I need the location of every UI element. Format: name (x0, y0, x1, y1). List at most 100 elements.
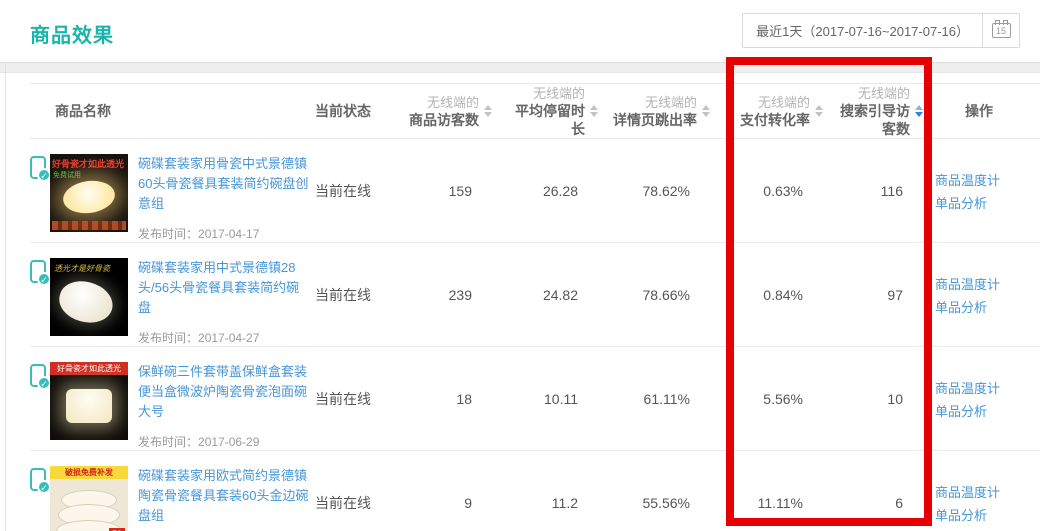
publish-time: 发布时间：2017-06-29 (138, 435, 260, 449)
product-thumbnail[interactable]: 透光才是好骨瓷 (50, 258, 128, 336)
mobile-online-icon: ✓ (30, 364, 51, 390)
action-single-item-analysis[interactable]: 单品分析 (935, 403, 988, 419)
mobile-online-icon: ✓ (30, 468, 51, 494)
thumbnail-caption: 透光才是好骨瓷 (54, 264, 110, 273)
column-header-product: 商品名称 (55, 103, 111, 119)
page-header: 商品效果 最近1天（2017-07-16~2017-07-16） 15 (0, 0, 1040, 62)
thumbnail-product-glow (66, 388, 112, 423)
product-thumbnail[interactable]: 破损免费补发 50 (50, 466, 128, 531)
sort-arrows-icon[interactable] (915, 105, 923, 117)
metric-search-visitors: 10 (887, 390, 903, 407)
column-header-metric: 无线端的 平均停留时长 (504, 84, 610, 139)
check-badge-icon: ✓ (37, 272, 51, 286)
calendar-icon: 15 (991, 20, 1011, 38)
sort-down-icon[interactable] (815, 112, 823, 117)
publish-time: 发布时间：2017-04-27 (138, 331, 260, 345)
sort-down-icon[interactable] (915, 112, 923, 117)
metric-avg-stay: 11.2 (551, 494, 578, 511)
thumbnail-caption: 破损免费补发 (50, 466, 128, 479)
metric-search-visitors: 6 (895, 494, 903, 511)
page-title: 商品效果 (30, 25, 114, 47)
actions-cell: 商品温度计 单品分析 (935, 451, 1040, 531)
action-product-thermometer[interactable]: 商品温度计 (935, 276, 1001, 292)
sort-up-icon[interactable] (590, 105, 598, 110)
status-value: 当前在线 (315, 390, 371, 407)
sort-down-icon[interactable] (702, 112, 710, 117)
table-row: ✓ 好骨瓷才如此透光 保鲜碗三件套带盖保鲜盒套装便当盒微波炉陶瓷骨瓷泡面碗大号 … (30, 347, 1040, 451)
actions-cell: 商品温度计 单品分析 (935, 243, 1040, 347)
metric-search-visitors: 116 (880, 182, 903, 199)
date-range-label[interactable]: 最近1天（2017-07-16~2017-07-16） (756, 24, 969, 39)
column-header-status: 当前状态 (315, 103, 371, 119)
table-row: ✓ 破损免费补发 50 碗碟套装家用欧式简约景德镇陶瓷骨瓷餐具套装60头金边碗盘… (30, 451, 1040, 531)
thumbnail-caption: 好骨瓷才如此透光 (52, 159, 125, 169)
product-title-link[interactable]: 碗碟套装家用中式景德镇28头/56头骨瓷餐具套装简约碗盘 (138, 260, 300, 315)
sort-arrows-icon[interactable] (815, 105, 823, 117)
metric-bounce-rate: 78.66% (642, 286, 690, 303)
check-badge-icon: ✓ (37, 168, 51, 182)
thumbnail-subcaption: 免费试用 (53, 172, 81, 179)
table-row: ✓ 透光才是好骨瓷 碗碟套装家用中式景德镇28头/56头骨瓷餐具套装简约碗盘 发… (30, 243, 1040, 347)
status-value: 当前在线 (315, 286, 371, 303)
metric-bounce-rate: 78.62% (642, 182, 690, 199)
metric-pay-conversion: 0.63% (763, 182, 803, 199)
column-header-actions: 操作 (965, 103, 993, 119)
mobile-online-icon: ✓ (30, 260, 51, 286)
product-performance-table: 商品名称 当前状态 无线端的 商品访客数 无线端的 平均停留时长 (30, 83, 1040, 531)
mobile-online-icon: ✓ (30, 156, 51, 182)
sort-down-icon[interactable] (484, 112, 492, 117)
metric-pay-conversion: 0.84% (763, 286, 803, 303)
check-badge-icon: ✓ (37, 376, 51, 390)
action-single-item-analysis[interactable]: 单品分析 (935, 195, 988, 211)
metric-bounce-rate: 55.56% (642, 494, 690, 511)
metric-visitors: 9 (464, 494, 472, 511)
metric-search-visitors: 97 (887, 286, 903, 303)
table-header-row: 商品名称 当前状态 无线端的 商品访客数 无线端的 平均停留时长 (30, 83, 1040, 139)
thumbnail-product-glow (61, 177, 117, 217)
thumbnail-price-badge: 50 (108, 528, 125, 531)
action-single-item-analysis[interactable]: 单品分析 (935, 299, 988, 315)
product-title-link[interactable]: 碗碟套装家用欧式简约景德镇陶瓷骨瓷餐具套装60头金边碗盘组 (138, 468, 309, 523)
metric-pay-conversion: 11.11% (757, 494, 803, 511)
metric-visitors: 18 (456, 390, 472, 407)
column-header-metric: 无线端的 商品访客数 (390, 84, 504, 139)
status-value: 当前在线 (315, 494, 371, 511)
sort-arrows-icon[interactable] (702, 105, 710, 117)
metric-avg-stay: 10.11 (544, 390, 578, 407)
column-header-metric: 无线端的 支付转化率 (722, 84, 835, 139)
actions-cell: 商品温度计 单品分析 (935, 139, 1040, 243)
sort-up-icon[interactable] (815, 105, 823, 110)
actions-cell: 商品温度计 单品分析 (935, 347, 1040, 451)
product-title-link[interactable]: 保鲜碗三件套带盖保鲜盒套装便当盒微波炉陶瓷骨瓷泡面碗大号 (138, 364, 308, 419)
sort-arrows-icon[interactable] (590, 105, 598, 117)
sort-up-icon[interactable] (702, 105, 710, 110)
action-product-thermometer[interactable]: 商品温度计 (935, 484, 1001, 500)
metric-bounce-rate: 61.11% (643, 390, 690, 407)
left-edge-divider (5, 0, 6, 531)
check-badge-icon: ✓ (37, 480, 51, 494)
action-single-item-analysis[interactable]: 单品分析 (935, 507, 988, 523)
sort-up-icon[interactable] (484, 105, 492, 110)
status-value: 当前在线 (315, 182, 371, 199)
metric-visitors: 239 (448, 286, 472, 303)
product-title-link[interactable]: 碗碟套装家用骨瓷中式景德镇60头骨瓷餐具套装简约碗盘创意组 (138, 156, 309, 211)
product-thumbnail[interactable]: 好骨瓷才如此透光 (50, 362, 128, 440)
action-product-thermometer[interactable]: 商品温度计 (935, 380, 1001, 396)
table-row: ✓ 好骨瓷才如此透光 免费试用 碗碟套装家用骨瓷中式景德镇60头骨瓷餐具套装简约… (30, 139, 1040, 243)
column-header-metric: 无线端的 详情页跳出率 (610, 84, 722, 139)
metric-pay-conversion: 5.56% (763, 390, 803, 407)
date-range-picker[interactable]: 最近1天（2017-07-16~2017-07-16） 15 (742, 13, 1020, 48)
calendar-button[interactable]: 15 (982, 14, 1019, 47)
thumbnail-caption: 好骨瓷才如此透光 (50, 362, 128, 375)
sort-down-icon[interactable] (590, 112, 598, 117)
action-product-thermometer[interactable]: 商品温度计 (935, 172, 1001, 188)
column-header-metric: 无线端的 搜索引导访客数 (835, 84, 935, 139)
metric-avg-stay: 24.82 (542, 286, 578, 303)
thumbnail-bottom-strip (52, 221, 126, 230)
header-separator (0, 62, 1040, 73)
product-thumbnail[interactable]: 好骨瓷才如此透光 免费试用 (50, 154, 128, 232)
sort-arrows-icon[interactable] (484, 105, 492, 117)
metric-avg-stay: 26.28 (542, 182, 578, 199)
sort-up-icon[interactable] (915, 105, 923, 110)
